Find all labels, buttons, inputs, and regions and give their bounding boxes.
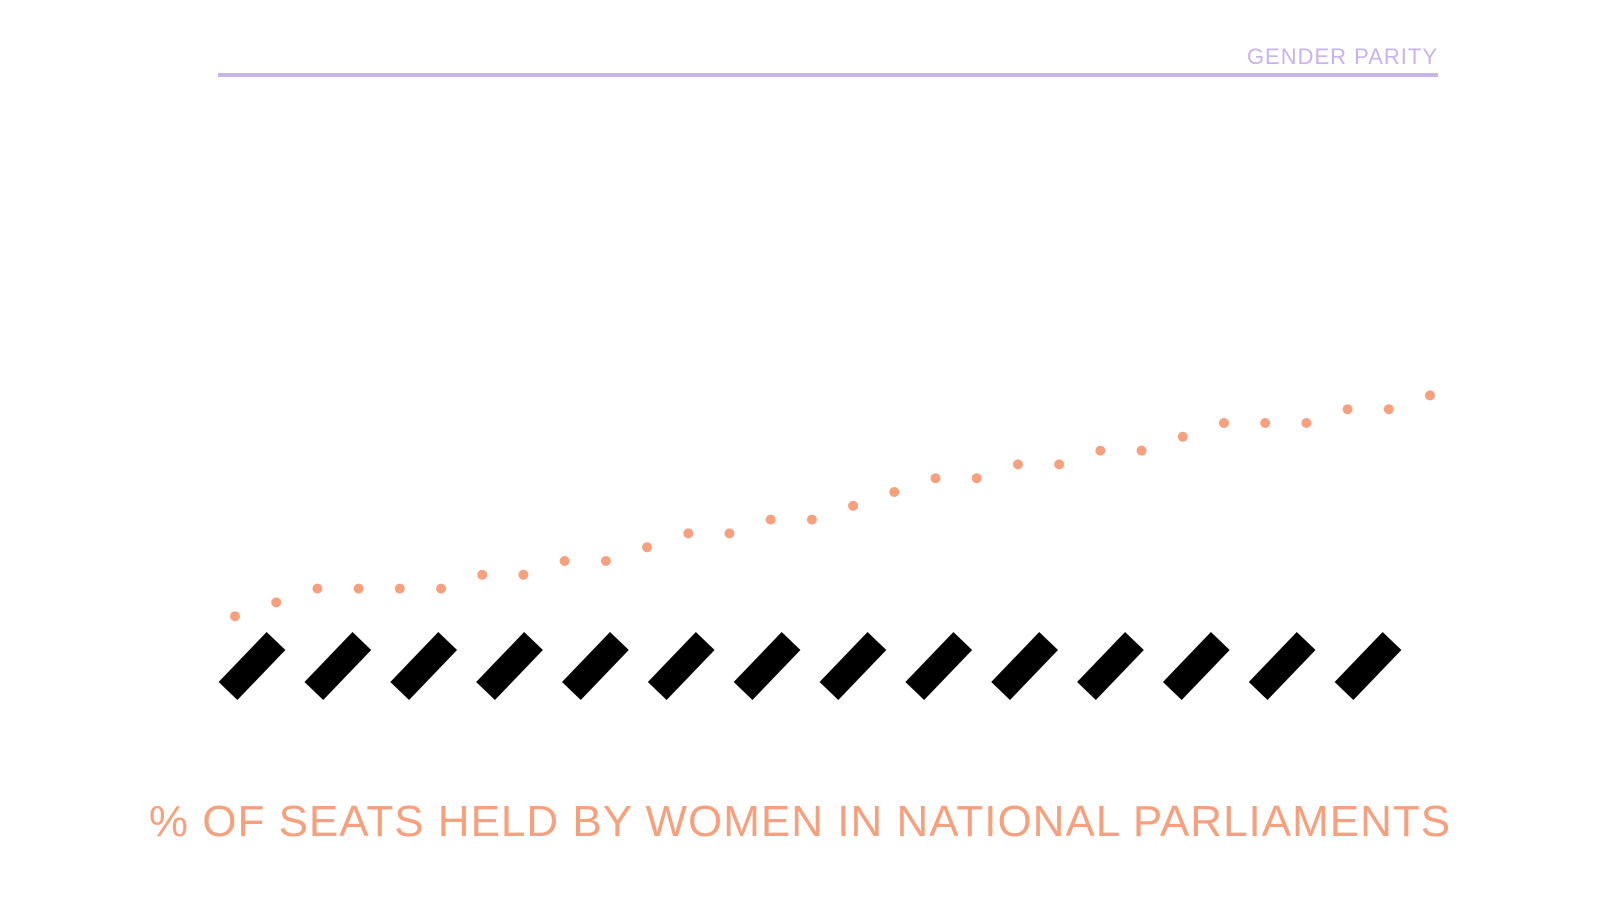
y-tick-label: 30 [158, 342, 185, 369]
data-point [271, 597, 282, 608]
data-point [930, 473, 941, 484]
data-point [1012, 459, 1023, 470]
data-point [353, 583, 364, 594]
data-series [230, 390, 1435, 622]
y-tick-label: 10 [158, 618, 185, 645]
y-tick-label: 45 [158, 135, 185, 162]
x-tick-mark [819, 631, 887, 701]
x-tick-mark [390, 631, 458, 701]
x-tick-mark [562, 631, 629, 701]
y-tick-label: 15 [158, 549, 185, 576]
x-axis-ticks [218, 631, 1402, 701]
data-point [683, 528, 694, 539]
data-point [518, 569, 529, 580]
x-tick-mark [905, 631, 973, 701]
data-point [1136, 445, 1147, 456]
x-tick-mark [476, 631, 543, 701]
data-point [1054, 459, 1065, 470]
data-point [1425, 390, 1435, 401]
data-point [889, 487, 900, 497]
data-point [971, 473, 982, 484]
chart-title: % OF SEATS HELD BY WOMEN IN NATIONAL PAR… [149, 797, 1451, 846]
data-point [394, 583, 405, 594]
data-point [312, 583, 323, 594]
data-point [1177, 431, 1188, 442]
gender-parity-reference: GENDER PARITY [218, 44, 1438, 77]
x-tick-mark [304, 631, 372, 701]
data-point [477, 569, 488, 580]
y-axis-title: Percentage [115, 294, 140, 407]
data-point [724, 528, 735, 539]
data-point [1095, 445, 1106, 456]
x-tick-mark [733, 631, 801, 701]
y-tick-label: 35 [158, 273, 185, 300]
data-point [230, 611, 240, 622]
x-tick-mark [218, 631, 286, 701]
y-tick-label: 50 [158, 66, 185, 93]
x-tick-mark [1334, 631, 1402, 701]
y-tick-label: 40 [158, 204, 185, 231]
data-point [1301, 418, 1312, 428]
data-point [600, 556, 611, 566]
data-point [642, 542, 653, 553]
data-point [848, 500, 859, 511]
data-point [806, 514, 817, 525]
x-tick-mark [1077, 631, 1144, 701]
x-tick-mark [1162, 631, 1230, 701]
data-point [1342, 404, 1353, 415]
data-point [436, 583, 447, 594]
x-axis-title: Year [804, 722, 848, 747]
data-point [1218, 418, 1229, 428]
y-tick-label: 20 [158, 480, 185, 507]
data-point [765, 514, 776, 525]
data-point [1383, 404, 1394, 415]
x-tick-mark [991, 631, 1058, 701]
x-tick-mark [1248, 631, 1316, 701]
x-tick-mark [647, 631, 715, 701]
y-tick-label: 25 [158, 411, 185, 438]
data-point [559, 556, 570, 566]
gender-parity-label: GENDER PARITY [1247, 44, 1438, 69]
data-point [1260, 418, 1271, 428]
y-axis-ticks: 10 15 20 25 30 35 40 45 50 [158, 66, 185, 645]
